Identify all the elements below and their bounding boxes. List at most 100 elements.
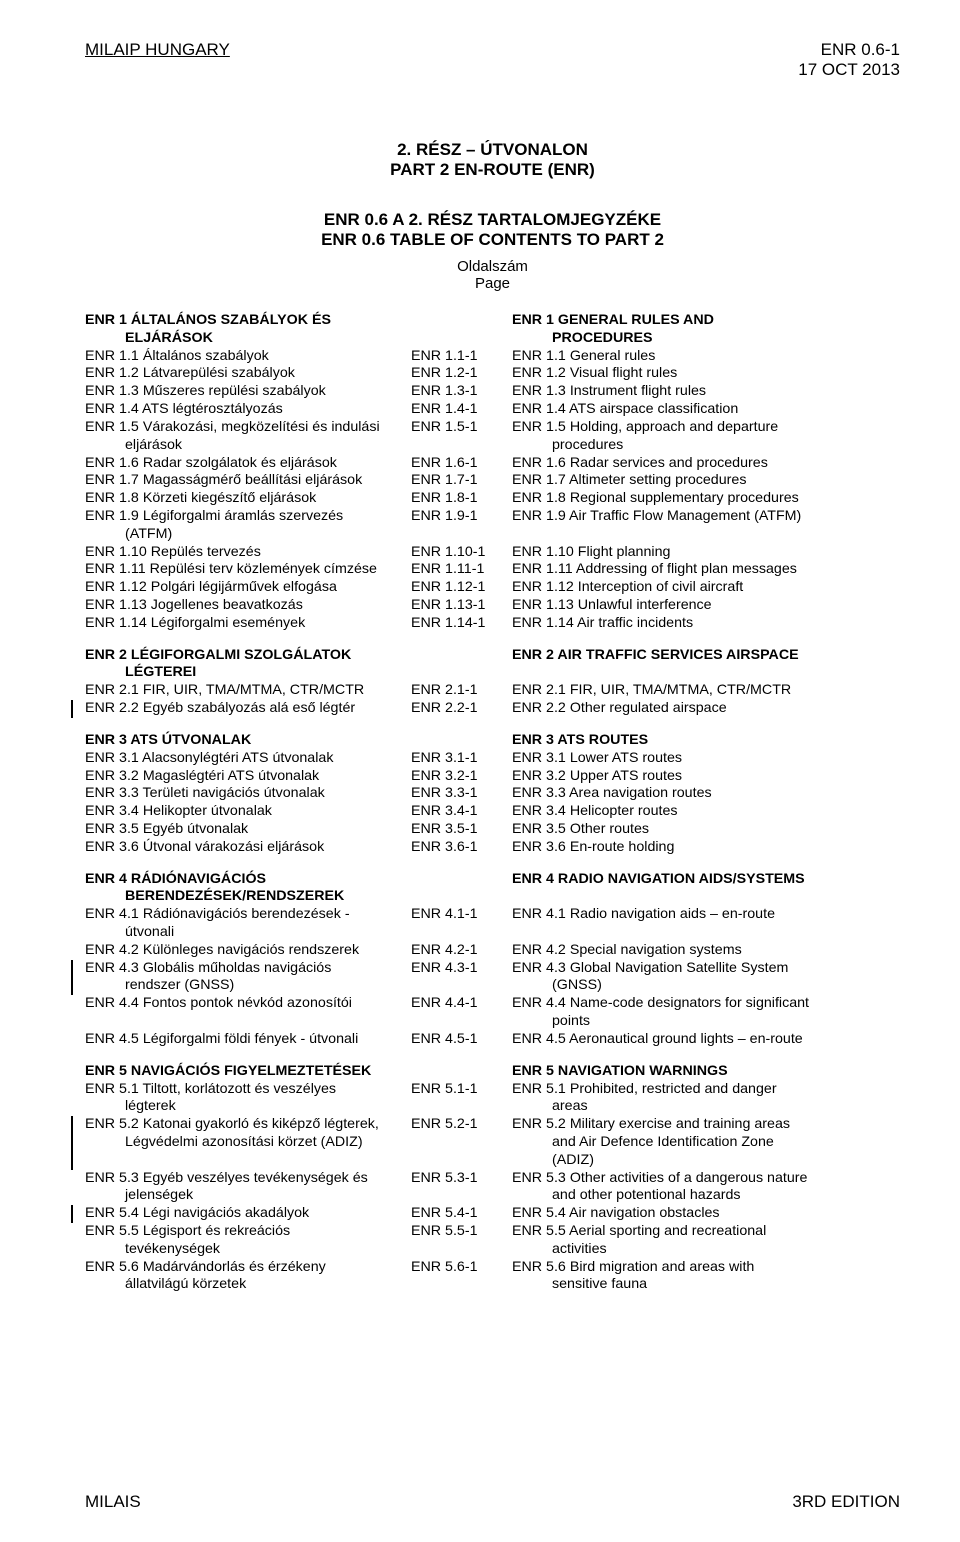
toc-section-head: ENR 1 ÁLTALÁNOS SZABÁLYOK ÉSELJÁRÁSOKENR… <box>85 312 900 348</box>
subtitle-line1: ENR 0.6 A 2. RÉSZ TARTALOMJEGYZÉKE <box>85 210 900 230</box>
toc-col-page: ENR 4.1-1 <box>411 906 512 942</box>
toc-col-page: ENR 3.4-1 <box>411 803 512 821</box>
toc-col-hu: ENR 3.1 Alacsonylégtéri ATS útvonalak <box>85 750 411 768</box>
toc-col-en: ENR 4.4 Name-code designators for signif… <box>512 995 900 1031</box>
toc-col-hu: ENR 1.11 Repülési terv közlemények címzé… <box>85 561 411 579</box>
toc-row: ENR 5.5 Légisport és rekreációstevékenys… <box>85 1223 900 1259</box>
toc-col-page: ENR 3.2-1 <box>411 768 512 786</box>
toc-col-page: ENR 3.5-1 <box>411 821 512 839</box>
subtitle: ENR 0.6 A 2. RÉSZ TARTALOMJEGYZÉKE ENR 0… <box>85 210 900 250</box>
toc-col-page: ENR 3.3-1 <box>411 785 512 803</box>
toc-col-hu-cont: állatvilágú körzetek <box>85 1276 405 1294</box>
toc-col-hu: ENR 3.5 Egyéb útvonalak <box>85 821 411 839</box>
toc-row: ENR 3.3 Területi navigációs útvonalakENR… <box>85 785 900 803</box>
toc-col-page: ENR 1.4-1 <box>411 401 512 419</box>
toc-col-hu: ENR 1.12 Polgári légijárművek elfogása <box>85 579 411 597</box>
toc-col-hu: ENR 5.1 Tiltott, korlátozott és veszélye… <box>85 1081 411 1117</box>
toc-row: ENR 1.13 Jogellenes beavatkozásENR 1.13-… <box>85 597 900 615</box>
toc-row: ENR 4.5 Légiforgalmi földi fények - útvo… <box>85 1031 900 1049</box>
toc-col-hu: ENR 5 NAVIGÁCIÓS FIGYELMEZTETÉSEK <box>85 1063 411 1081</box>
toc-section: ENR 3 ATS ÚTVONALAKENR 3 ATS ROUTESENR 3… <box>85 732 900 857</box>
toc-section: ENR 4 RÁDIÓNAVIGÁCIÓSBERENDEZÉSEK/RENDSZ… <box>85 871 900 1049</box>
toc-row: ENR 1.8 Körzeti kiegészítő eljárásokENR … <box>85 490 900 508</box>
toc-col-page: ENR 3.1-1 <box>411 750 512 768</box>
toc-col-page: ENR 1.2-1 <box>411 365 512 383</box>
toc-row: ENR 5.6 Madárvándorlás és érzékenyállatv… <box>85 1259 900 1295</box>
toc-col-hu: ENR 4.5 Légiforgalmi földi fények - útvo… <box>85 1031 411 1049</box>
toc-section-head: ENR 3 ATS ÚTVONALAKENR 3 ATS ROUTES <box>85 732 900 750</box>
toc-col-hu-cont: légterek <box>85 1098 405 1116</box>
toc-col-en-cont: (ADIZ) <box>512 1152 900 1170</box>
toc-col-en: ENR 1.12 Interception of civil aircraft <box>512 579 900 597</box>
toc-col-hu-cont: ELJÁRÁSOK <box>85 330 405 348</box>
toc-col-en-cont: and other potentional hazards <box>512 1187 900 1205</box>
toc-row: ENR 1.9 Légiforgalmi áramlás szervezés(A… <box>85 508 900 544</box>
main-title: 2. RÉSZ – ÚTVONALON PART 2 EN-ROUTE (ENR… <box>85 140 900 180</box>
toc-row: ENR 1.11 Repülési terv közlemények címzé… <box>85 561 900 579</box>
toc-col-hu: ENR 4.3 Globális műholdas navigációsrend… <box>85 960 411 996</box>
toc-col-en-cont: points <box>512 1013 900 1031</box>
toc-col-en-cont: and Air Defence Identification Zone <box>512 1134 900 1152</box>
toc-row: ENR 1.1 Általános szabályokENR 1.1-1ENR … <box>85 348 900 366</box>
toc-row: ENR 1.2 Látvarepülési szabályokENR 1.2-1… <box>85 365 900 383</box>
toc-col-en-cont: procedures <box>512 437 900 455</box>
header-doc-ref: ENR 0.6-1 <box>798 40 900 60</box>
toc-row: ENR 1.7 Magasságmérő beállítási eljáráso… <box>85 472 900 490</box>
toc-col-page: ENR 1.6-1 <box>411 455 512 473</box>
toc-col-page: ENR 1.8-1 <box>411 490 512 508</box>
toc-col-hu: ENR 2 LÉGIFORGALMI SZOLGÁLATOKLÉGTEREI <box>85 647 411 683</box>
header-left: MILAIP HUNGARY <box>85 40 230 80</box>
footer-right: 3RD EDITION <box>792 1492 900 1512</box>
toc-row: ENR 1.6 Radar szolgálatok és eljárásokEN… <box>85 455 900 473</box>
toc-col-hu: ENR 2.1 FIR, UIR, TMA/MTMA, CTR/MCTR <box>85 682 411 700</box>
toc-row: ENR 4.1 Rádiónavigációs berendezések -út… <box>85 906 900 942</box>
toc-col-page: ENR 5.1-1 <box>411 1081 512 1117</box>
toc-col-hu-cont: (ATFM) <box>85 526 405 544</box>
toc-col-en: ENR 4 RADIO NAVIGATION AIDS/SYSTEMS <box>512 871 900 907</box>
toc-row: ENR 2.2 Egyéb szabályozás alá eső légtér… <box>85 700 900 718</box>
toc-col-en: ENR 3 ATS ROUTES <box>512 732 900 750</box>
toc-section: ENR 5 NAVIGÁCIÓS FIGYELMEZTETÉSEKENR 5 N… <box>85 1063 900 1295</box>
toc-col-en: ENR 5.4 Air navigation obstacles <box>512 1205 900 1223</box>
toc-col-hu: ENR 1 ÁLTALÁNOS SZABÁLYOK ÉSELJÁRÁSOK <box>85 312 411 348</box>
toc-col-en: ENR 1.3 Instrument flight rules <box>512 383 900 401</box>
page-label-en: Page <box>85 275 900 292</box>
toc-section: ENR 1 ÁLTALÁNOS SZABÁLYOK ÉSELJÁRÁSOKENR… <box>85 312 900 633</box>
toc-col-en: ENR 1.8 Regional supplementary procedure… <box>512 490 900 508</box>
toc-col-page: ENR 1.5-1 <box>411 419 512 455</box>
toc-col-page: ENR 1.13-1 <box>411 597 512 615</box>
toc-row: ENR 3.4 Helikopter útvonalakENR 3.4-1ENR… <box>85 803 900 821</box>
toc-col-en: ENR 3.4 Helicopter routes <box>512 803 900 821</box>
toc-col-hu: ENR 3.6 Útvonal várakozási eljárások <box>85 839 411 857</box>
toc-col-en: ENR 5.6 Bird migration and areas withsen… <box>512 1259 900 1295</box>
toc-row: ENR 3.1 Alacsonylégtéri ATS útvonalakENR… <box>85 750 900 768</box>
toc-col-hu: ENR 1.9 Légiforgalmi áramlás szervezés(A… <box>85 508 411 544</box>
toc-col-en-cont: (GNSS) <box>512 977 900 995</box>
toc-row: ENR 5.4 Légi navigációs akadályokENR 5.4… <box>85 1205 900 1223</box>
toc-col-en: ENR 1.11 Addressing of flight plan messa… <box>512 561 900 579</box>
toc-col-page: ENR 4.2-1 <box>411 942 512 960</box>
page-header: MILAIP HUNGARY ENR 0.6-1 17 OCT 2013 <box>85 40 900 80</box>
toc-col-page: ENR 1.11-1 <box>411 561 512 579</box>
toc-row: ENR 4.2 Különleges navigációs rendszerek… <box>85 942 900 960</box>
toc-col-hu: ENR 5.2 Katonai gyakorló és kiképző légt… <box>85 1116 411 1169</box>
toc-col-en: ENR 3.1 Lower ATS routes <box>512 750 900 768</box>
toc-col-page: ENR 1.10-1 <box>411 544 512 562</box>
toc-col-hu-cont: jelenségek <box>85 1187 405 1205</box>
toc-col-hu: ENR 1.10 Repülés tervezés <box>85 544 411 562</box>
toc-col-hu-cont: BERENDEZÉSEK/RENDSZEREK <box>85 888 405 906</box>
toc-col-en: ENR 5.3 Other activities of a dangerous … <box>512 1170 900 1206</box>
toc-row: ENR 1.4 ATS légtérosztályozásENR 1.4-1EN… <box>85 401 900 419</box>
toc-col-en-cont: sensitive fauna <box>512 1276 900 1294</box>
toc-col-hu: ENR 1.5 Várakozási, megközelítési és ind… <box>85 419 411 455</box>
toc-col-en: ENR 1.4 ATS airspace classification <box>512 401 900 419</box>
toc-col-en: ENR 1.2 Visual flight rules <box>512 365 900 383</box>
toc-col-hu: ENR 4 RÁDIÓNAVIGÁCIÓSBERENDEZÉSEK/RENDSZ… <box>85 871 411 907</box>
toc-col-en: ENR 1.7 Altimeter setting procedures <box>512 472 900 490</box>
toc-col-page: ENR 4.5-1 <box>411 1031 512 1049</box>
toc-row: ENR 5.3 Egyéb veszélyes tevékenységek és… <box>85 1170 900 1206</box>
toc-col-page <box>411 871 512 907</box>
toc-col-hu: ENR 2.2 Egyéb szabályozás alá eső légtér <box>85 700 411 718</box>
toc-section-head: ENR 4 RÁDIÓNAVIGÁCIÓSBERENDEZÉSEK/RENDSZ… <box>85 871 900 907</box>
toc-row: ENR 4.4 Fontos pontok névkód azonosítóiE… <box>85 995 900 1031</box>
